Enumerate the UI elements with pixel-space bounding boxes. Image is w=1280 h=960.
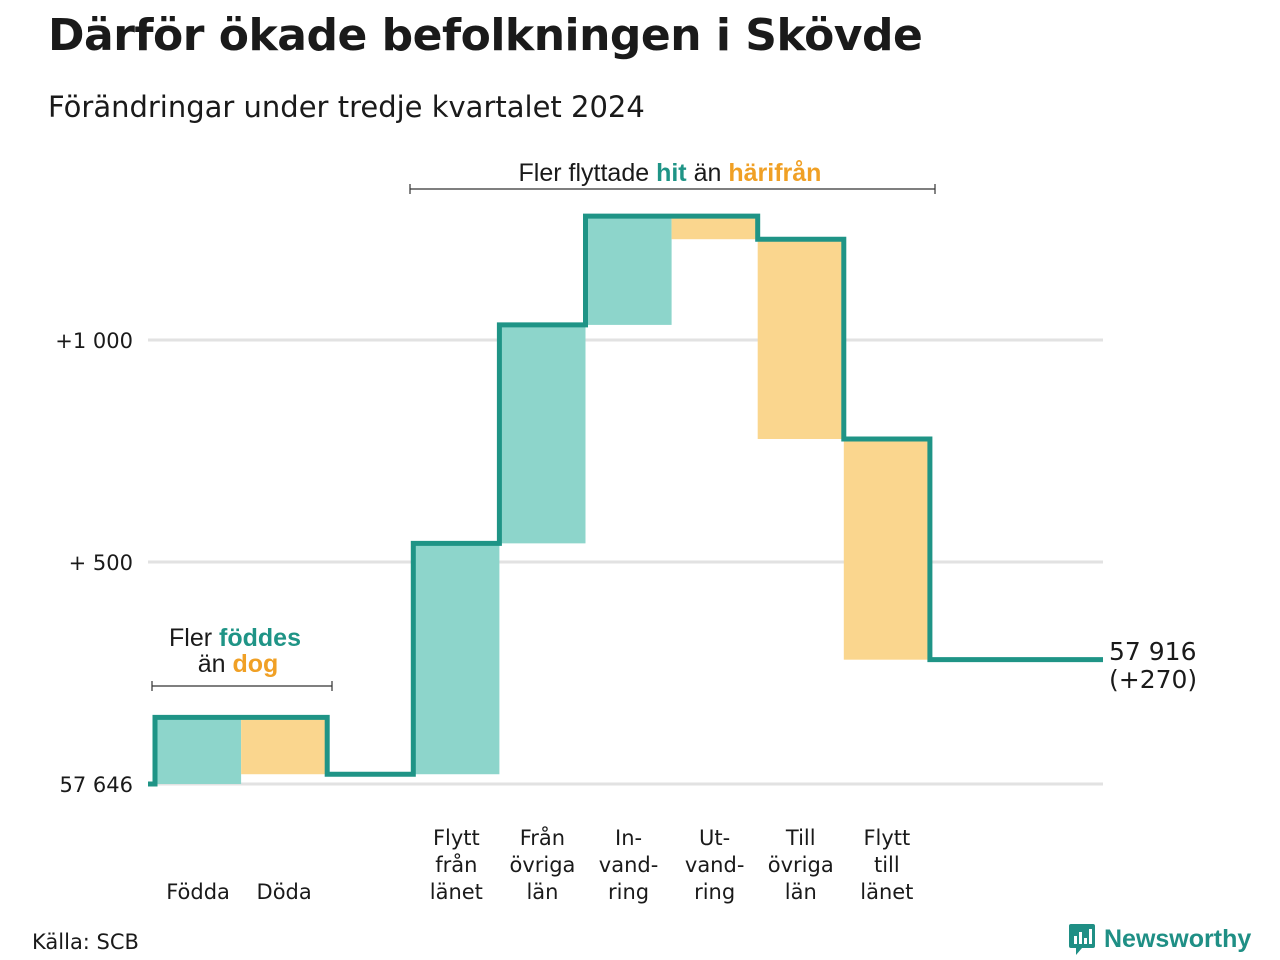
category-label: övriga <box>768 853 834 877</box>
end-label: 57 916 (+270) <box>1109 637 1197 694</box>
category-label: från <box>435 852 477 877</box>
category-label: län <box>526 880 558 904</box>
chart-title: Därför ökade befolkningen i Skövde <box>48 10 923 61</box>
category-label: Födda <box>166 880 230 904</box>
y-tick-label: + 500 <box>69 551 133 575</box>
end-value: 57 916 <box>1109 637 1196 666</box>
migration-ann-highlight-2: härifrån <box>728 159 821 187</box>
category-label: Flytt <box>863 826 910 850</box>
bar-chart-logo-icon <box>1069 924 1095 955</box>
end-change: (+270) <box>1109 665 1197 694</box>
births-annotation: Fler föddes än dog <box>151 624 333 691</box>
svg-text:än dog: än dog <box>198 650 279 678</box>
category-label: Från <box>520 825 565 850</box>
running-total-line <box>148 213 1103 787</box>
category-label: Till <box>785 826 816 850</box>
decrease-bar <box>757 239 844 440</box>
svg-text:Fler föddes: Fler föddes <box>169 624 301 652</box>
births-ann-highlight-2: dog <box>232 650 278 678</box>
category-label: länet <box>860 880 913 904</box>
increase-bar <box>499 324 586 544</box>
decrease-bar <box>843 439 930 660</box>
births-ann-prefix: Fler <box>169 624 212 652</box>
category-label: Döda <box>257 880 312 904</box>
chart-subtitle: Förändringar under tredje kvartalet 2024 <box>48 90 645 124</box>
svg-text:Fler flyttade hit: Fler flyttade hit än härifrån <box>519 159 822 187</box>
decrease-bar <box>671 216 758 240</box>
category-label: ring <box>608 880 649 904</box>
source-note: Källa: SCB <box>32 930 139 954</box>
brand-logo: Newsworthy <box>1068 922 1251 956</box>
category-label: In- <box>615 826 642 850</box>
increase-bar <box>413 543 500 775</box>
category-label: Flytt <box>433 826 480 850</box>
increase-bar <box>585 216 672 325</box>
migration-annotation: Fler flyttade hit än härifrån <box>409 159 936 194</box>
migration-ann-connector: än <box>694 159 722 187</box>
y-tick-label: +1 000 <box>55 329 133 353</box>
brand-name: Newsworthy <box>1104 924 1252 953</box>
waterfall-chart: 57 646+ 500+1 000 Födda DödaFlyttfrånläne… <box>55 159 1197 904</box>
migration-ann-prefix: Fler flyttade <box>519 159 650 187</box>
category-label: vand- <box>599 853 659 877</box>
category-label: till <box>874 853 900 877</box>
category-label: övriga <box>509 853 575 877</box>
births-ann-connector: än <box>198 650 226 678</box>
decrease-bar <box>241 717 328 775</box>
births-ann-highlight: föddes <box>219 624 301 652</box>
migration-bracket <box>409 184 936 194</box>
category-label: länet <box>430 880 483 904</box>
category-label: Ut- <box>699 826 730 850</box>
migration-ann-highlight: hit <box>656 159 687 187</box>
category-label: ring <box>694 880 735 904</box>
increase-bar <box>155 717 242 784</box>
births-bracket <box>151 681 333 691</box>
category-label: vand- <box>685 853 745 877</box>
y-tick-label: 57 646 <box>60 773 133 797</box>
category-label: län <box>785 880 817 904</box>
